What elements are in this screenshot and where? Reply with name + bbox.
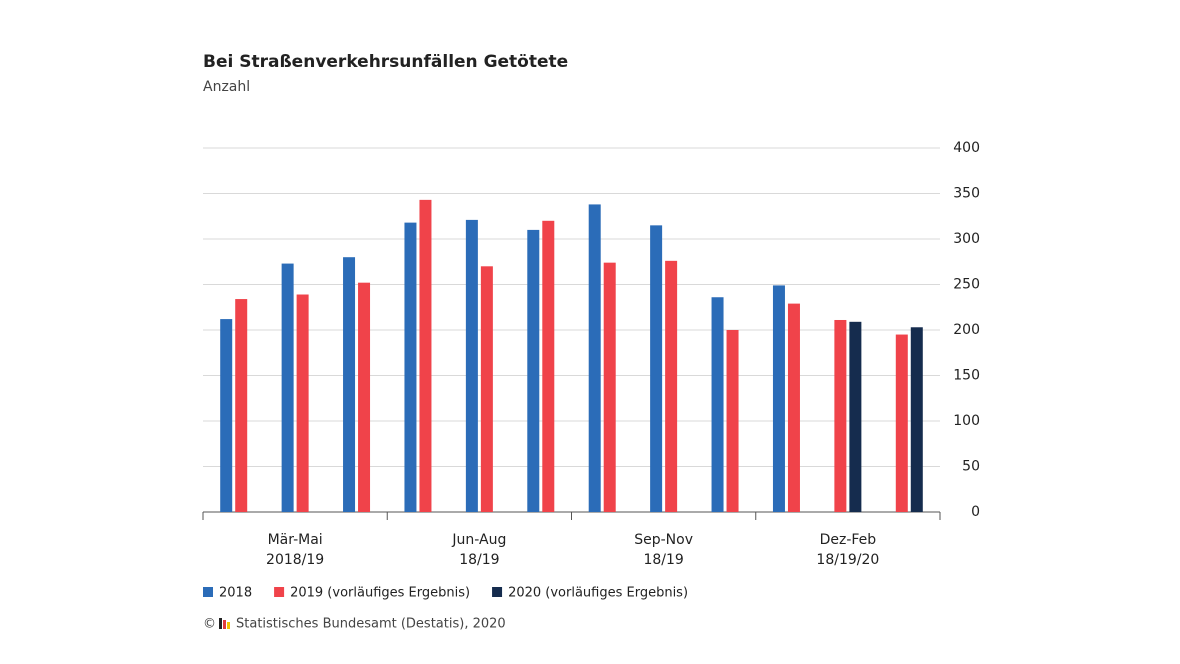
- group-label: Mär-Mai: [268, 532, 323, 548]
- y-tick-label: 0: [971, 504, 980, 520]
- bar: [358, 282, 371, 512]
- bar: [849, 321, 862, 512]
- bar: [895, 334, 908, 512]
- copyright: ©: [203, 617, 216, 632]
- legend-swatch: [203, 587, 213, 597]
- bar: [726, 330, 739, 512]
- bar: [711, 297, 724, 512]
- logo: [219, 618, 230, 629]
- y-tick-label: 50: [962, 459, 980, 475]
- y-tick-label: 250: [953, 277, 980, 293]
- bar: [296, 294, 309, 512]
- bar: [665, 260, 678, 512]
- y-tick-label: 100: [953, 413, 980, 429]
- group-label: Dez-Feb: [820, 532, 877, 548]
- legend-label: 2019 (vorläufiges Ergebnis): [290, 586, 470, 601]
- bar: [404, 222, 417, 512]
- y-tick-label: 150: [953, 368, 980, 384]
- bar: [235, 299, 248, 512]
- bar: [220, 319, 233, 512]
- bar: [910, 327, 923, 512]
- bar: [650, 225, 663, 512]
- bar: [480, 266, 493, 512]
- legend-swatch: [274, 587, 285, 597]
- y-tick-label: 350: [953, 186, 980, 202]
- group-label: Jun-Aug: [451, 532, 506, 548]
- bar: [542, 220, 555, 513]
- bar: [787, 303, 800, 512]
- bar: [465, 219, 478, 512]
- bar: [603, 262, 616, 512]
- group-label: 18/19/20: [816, 552, 879, 568]
- bar: [281, 263, 294, 512]
- group-label: Sep-Nov: [634, 532, 693, 548]
- legend-label: 2018: [219, 586, 252, 601]
- y-tick-label: 300: [953, 231, 980, 247]
- group-label: 2018/19: [266, 552, 324, 568]
- group-label: 18/19: [643, 552, 683, 568]
- bar: [527, 229, 540, 512]
- legend-label: 2020 (vorläufiges Ergebnis): [508, 586, 688, 601]
- bar: [588, 204, 601, 513]
- bar: [343, 257, 356, 512]
- source: Statistisches Bundesamt (Destatis), 2020: [236, 617, 506, 632]
- chart-title: Bei Straßenverkehrsunfällen Getötete: [203, 52, 568, 72]
- bar: [834, 319, 847, 512]
- y-tick-label: 200: [953, 322, 980, 338]
- y-tick-label: 400: [953, 140, 980, 156]
- group-label: 18/19: [459, 552, 499, 568]
- chart-subtitle: Anzahl: [203, 79, 250, 95]
- legend-swatch: [492, 587, 503, 597]
- bar: [772, 285, 785, 512]
- bar: [419, 199, 432, 512]
